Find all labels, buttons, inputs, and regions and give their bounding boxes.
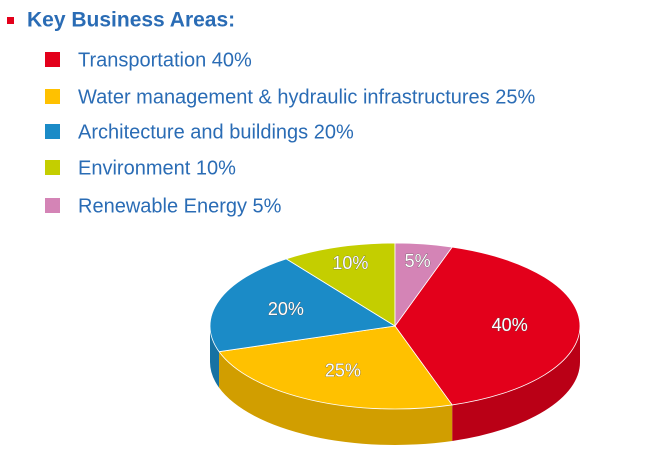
slice-side: [452, 326, 580, 441]
pie: 40% 25% 20% 10% 5%: [209, 242, 581, 445]
slice-top: [209, 258, 397, 353]
legend-swatch: [45, 89, 60, 104]
slice-label: 40%: [492, 315, 528, 335]
title-bullet: [7, 17, 14, 24]
slice-label: 25%: [325, 361, 361, 381]
legend-label: Environment 10%: [78, 157, 236, 179]
legend-label: Renewable Energy 5%: [78, 195, 282, 217]
legend-swatch: [45, 198, 60, 213]
slice: [394, 246, 581, 441]
slice: [218, 325, 453, 445]
slice-label: 5%: [405, 251, 431, 271]
slice-side: [210, 326, 220, 388]
legend-swatch: [45, 124, 60, 139]
slice-top: [394, 242, 453, 328]
slice: [285, 242, 396, 327]
slice-top: [394, 246, 581, 406]
slice-side: [219, 351, 453, 445]
slice-label: 20%: [268, 299, 304, 319]
legend-swatch: [45, 52, 60, 67]
slice-top: [218, 325, 453, 410]
legend-swatch: [45, 160, 60, 175]
slice: [394, 242, 453, 328]
legend: Transportation 40% Water management & hyd…: [45, 49, 535, 217]
legend-label: Transportation 40%: [78, 49, 252, 71]
legend-label: Water management & hydraulic infrastruct…: [78, 86, 535, 108]
slice: [209, 258, 397, 388]
legend-label: Architecture and buildings 20%: [78, 121, 354, 143]
slice-top: [285, 242, 396, 327]
chart-title: Key Business Areas:: [27, 9, 235, 32]
slice-label: 10%: [332, 253, 368, 273]
